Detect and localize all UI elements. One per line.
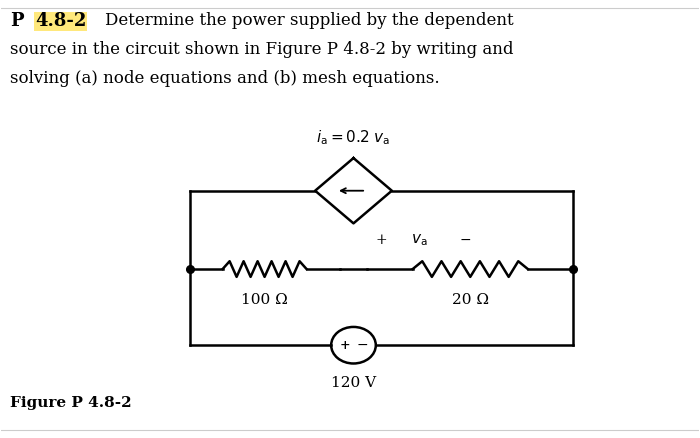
Text: −: − [356,338,368,352]
Text: Determine the power supplied by the dependent: Determine the power supplied by the depe… [104,12,513,29]
Text: solving (a) node equations and (b) mesh equations.: solving (a) node equations and (b) mesh … [10,70,440,87]
Text: −: − [459,233,471,247]
Text: 4.8-2: 4.8-2 [35,12,86,30]
Text: P: P [10,12,23,30]
Text: $v_{\mathrm{a}}$: $v_{\mathrm{a}}$ [412,232,428,247]
Text: 100 Ω: 100 Ω [241,293,288,307]
Text: source in the circuit shown in Figure P 4.8-2 by writing and: source in the circuit shown in Figure P … [10,42,513,58]
Text: +: + [340,339,350,352]
Text: 120 V: 120 V [331,376,376,390]
Text: Figure P 4.8-2: Figure P 4.8-2 [10,396,132,410]
Text: 20 Ω: 20 Ω [452,293,489,307]
Text: +: + [376,233,387,247]
Text: $i_{\mathrm{a}} = 0.2\;v_{\mathrm{a}}$: $i_{\mathrm{a}} = 0.2\;v_{\mathrm{a}}$ [316,128,391,147]
